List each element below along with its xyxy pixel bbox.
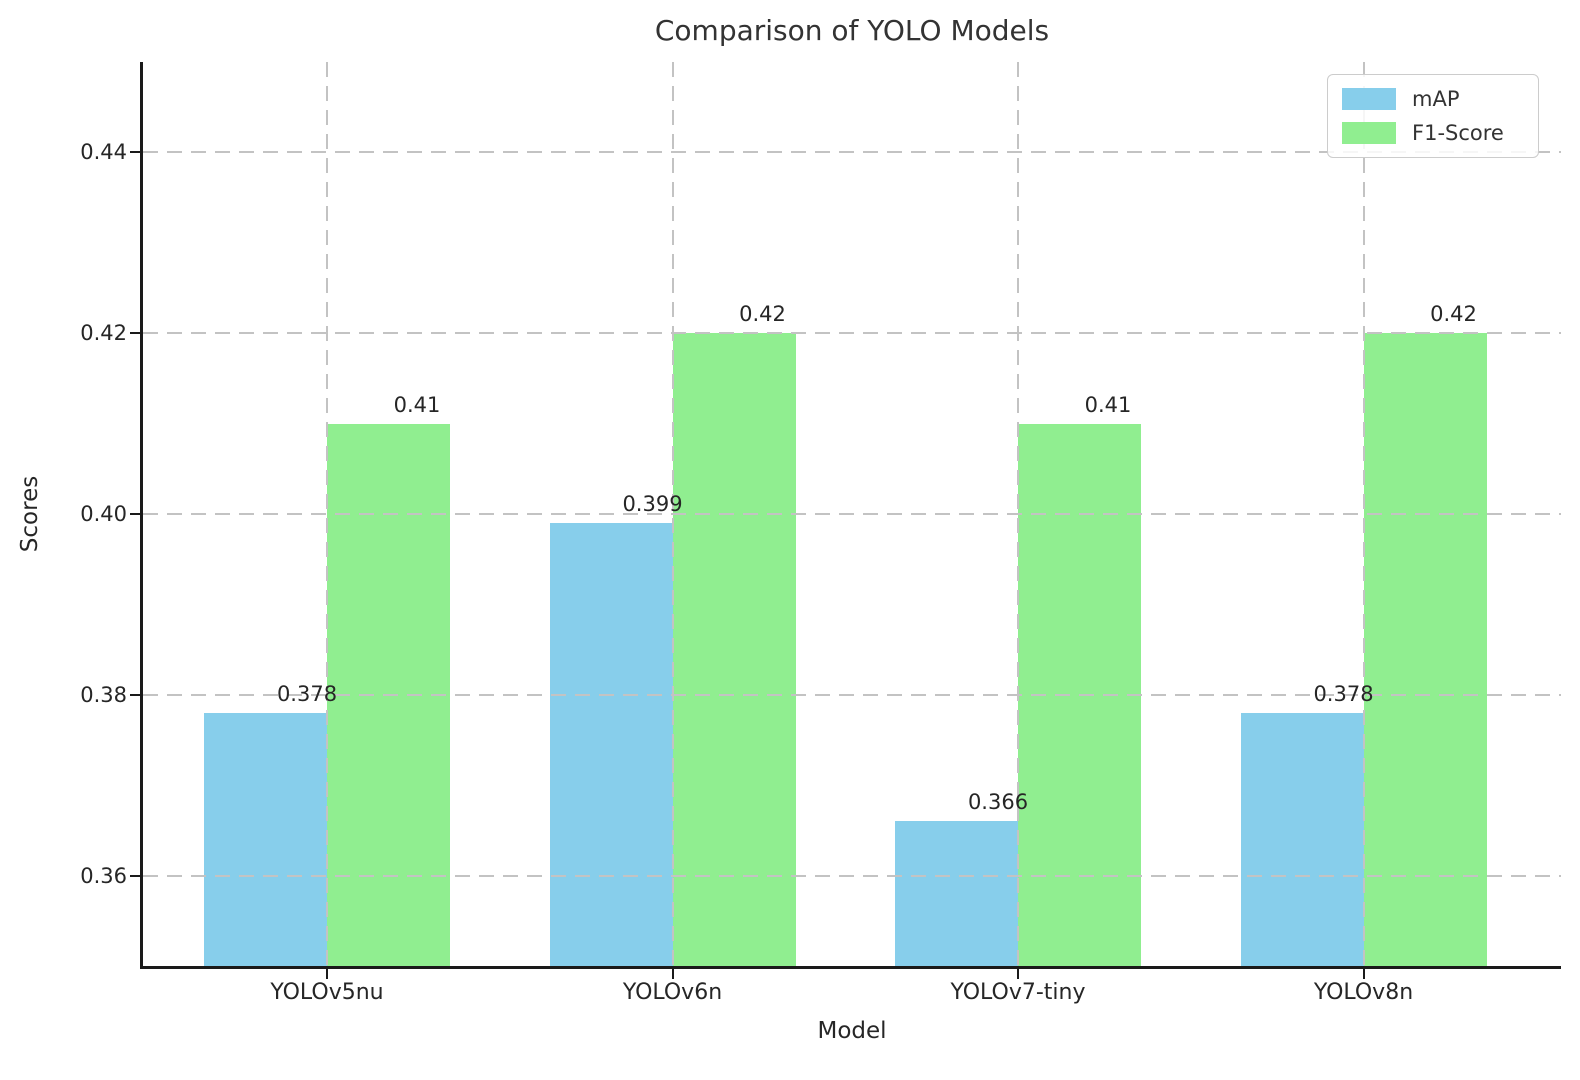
y-tick-mark [130, 332, 140, 335]
y-tick-label: 0.44 [80, 140, 127, 165]
x-tick-label: YOLOv7-tiny [950, 980, 1086, 1005]
legend-swatch-f1-score [1342, 122, 1396, 144]
bar-value-label-f1-score-yolov6n: 0.42 [739, 302, 786, 327]
y-gridline [143, 332, 1561, 335]
bar-map-yolov5nu [204, 712, 327, 966]
bar-value-label-f1-score-yolov5nu: 0.41 [393, 392, 441, 417]
y-tick-mark [130, 151, 140, 154]
y-tick-label: 0.42 [80, 321, 127, 346]
x-tick-label: YOLOv6n [622, 980, 723, 1005]
legend-label-f1-score: F1-Score [1412, 121, 1504, 145]
bar-value-label-map-yolov7-tiny: 0.366 [967, 790, 1029, 815]
x-tick-label: YOLOv5nu [270, 980, 384, 1005]
x-gridline [326, 62, 328, 966]
y-gridline [143, 874, 1561, 877]
y-tick-label: 0.38 [80, 682, 127, 707]
bar-value-label-map-yolov5nu: 0.378 [276, 681, 338, 706]
bar-map-yolov7-tiny [895, 821, 1018, 966]
x-tick-mark [671, 969, 674, 979]
bar-value-label-f1-score-yolov7-tiny: 0.41 [1084, 392, 1132, 417]
bar-map-yolov6n [549, 523, 673, 966]
bar-map-yolov8n [1240, 712, 1364, 966]
bar-value-label-map-yolov6n: 0.399 [622, 492, 683, 517]
legend-swatch-map [1342, 88, 1396, 110]
x-tick-mark [1362, 969, 1365, 979]
y-tick-mark [130, 874, 140, 877]
legend-item-map: mAP [1342, 87, 1522, 111]
plot-area: mAP F1-Score 0.378 0.399 0.366 0.378 0.41 0.4… [80, 62, 1561, 1005]
y-axis-label: Scores [17, 475, 43, 553]
x-gridline [1362, 62, 1365, 966]
legend: mAP F1-Score [1327, 74, 1539, 158]
y-tick-label: 0.36 [80, 863, 127, 888]
x-tick-mark [1017, 969, 1019, 979]
chart-title: Comparison of YOLO Models [654, 14, 1050, 47]
bar-value-label-f1-score-yolov8n: 0.42 [1430, 302, 1477, 327]
x-tick-mark [326, 969, 328, 979]
legend-item-f1-score: F1-Score [1342, 121, 1522, 145]
y-tick-label: 0.40 [80, 502, 127, 526]
y-tick-mark [130, 693, 140, 696]
y-tick-mark [130, 513, 140, 515]
x-gridline [671, 62, 674, 966]
bar-f1-score-yolov8n [1363, 333, 1487, 966]
x-axis-label: Model [817, 1018, 887, 1044]
bar-value-label-map-yolov8n: 0.378 [1313, 681, 1374, 706]
bar-f1-score-yolov6n [672, 333, 796, 966]
y-gridline [143, 151, 1561, 154]
legend-label-map: mAP [1412, 87, 1460, 111]
x-gridline [1017, 62, 1019, 966]
y-gridline [143, 513, 1561, 515]
y-gridline [143, 693, 1561, 696]
x-tick-label: YOLOv8n [1313, 980, 1414, 1005]
